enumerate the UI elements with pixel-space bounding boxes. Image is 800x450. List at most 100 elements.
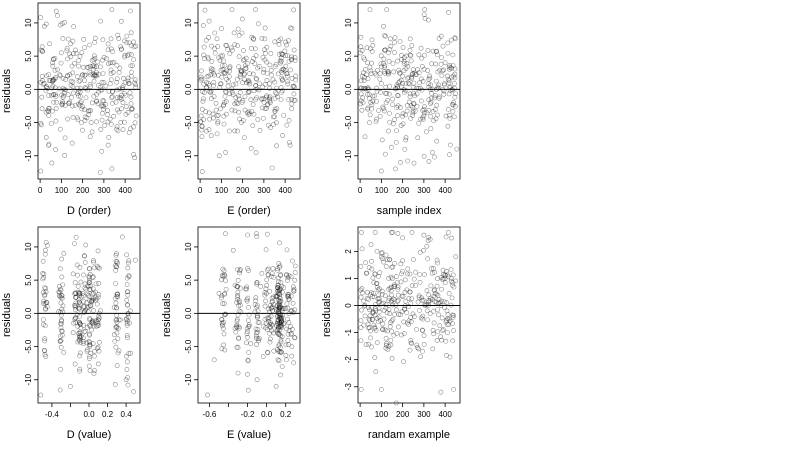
data-point [370,310,376,316]
data-point [41,301,46,306]
data-point [242,107,248,113]
data-point [395,298,401,304]
data-point [383,335,389,341]
data-point [71,320,77,326]
data-point [267,309,272,315]
data-point [71,24,76,29]
data-point [276,323,281,329]
data-point [248,341,254,347]
data-point [370,317,375,322]
y-tick-label: 0.0 [24,307,33,319]
data-point [132,120,138,126]
data-point [60,303,66,309]
data-point [387,36,393,42]
data-point [448,275,454,281]
data-point [278,349,284,355]
data-point [264,106,269,111]
data-point [242,63,248,69]
data-point [278,97,284,103]
data-point [109,166,115,172]
data-point [114,260,120,266]
data-point [92,35,98,41]
data-point [268,305,274,311]
data-point [284,301,290,307]
data-point [450,338,456,344]
data-point [233,81,239,87]
data-point [420,328,426,333]
data-point [112,296,118,301]
data-point [253,333,259,339]
data-point [64,46,70,51]
data-point [278,372,283,378]
data-point [92,368,97,374]
data-point [403,88,409,94]
data-point [426,76,432,82]
data-point [386,50,391,56]
data-point [376,309,382,315]
data-point [235,292,241,298]
data-point [432,95,437,101]
data-point [275,291,281,296]
data-point [94,91,100,97]
data-point [106,61,111,67]
data-point [95,265,101,271]
data-point [122,80,128,86]
x-tick-label: 0 [38,186,43,195]
data-point [409,76,415,81]
data-point [244,80,249,86]
data-point [82,304,87,310]
data-point [366,91,372,97]
data-point [240,58,246,63]
data-point [95,294,101,300]
data-point [266,306,271,312]
data-point [425,256,431,262]
data-point [448,65,454,71]
data-point [221,301,227,307]
x-tick-label: 400 [438,186,452,195]
y-axis-label: residuals [1,68,13,113]
data-point [59,293,65,298]
data-point [78,340,84,345]
data-point [444,352,449,358]
data-point [379,64,384,70]
data-point [377,286,382,292]
data-point [383,33,389,39]
data-point [46,143,52,148]
data-point [58,300,64,306]
data-point [367,307,372,313]
data-point [122,38,127,44]
data-point [373,119,379,125]
data-point [391,121,396,127]
data-point [40,49,45,55]
data-point [275,266,280,272]
data-point [452,36,458,42]
data-point [424,243,430,249]
data-point [358,101,363,107]
data-point [276,261,282,266]
data-point [445,40,451,46]
x-axis-label: D (value) [67,429,112,441]
data-point [72,103,78,108]
data-point [125,260,131,266]
data-point [358,78,364,84]
data-point [394,274,399,279]
data-point [70,330,76,336]
data-point [46,108,51,114]
data-point [431,331,437,337]
data-point [447,88,453,93]
data-point [57,286,63,292]
data-point [382,293,388,299]
data-point [276,325,281,331]
data-point [105,47,111,53]
data-point [374,280,380,286]
x-tick-label: 100 [215,186,229,195]
data-point [205,81,211,86]
data-point [281,66,286,72]
data-point [279,75,285,81]
data-point [218,53,224,59]
data-point [443,273,448,279]
data-point [420,78,426,84]
data-point [59,92,65,98]
data-point [226,68,232,74]
data-point [81,322,86,328]
